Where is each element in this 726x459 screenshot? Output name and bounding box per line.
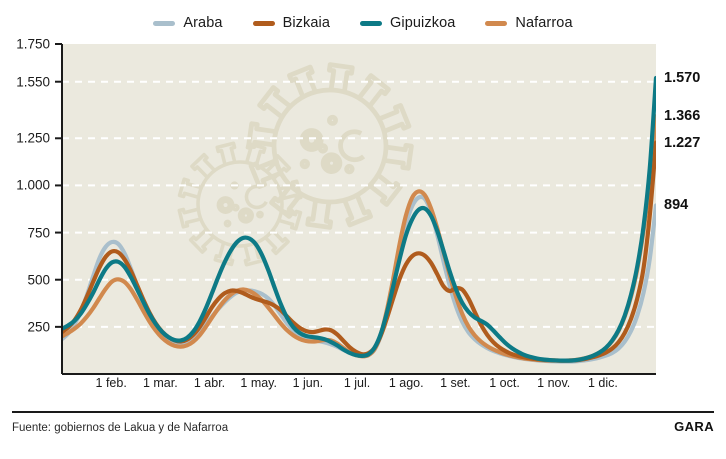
legend-item-nafarroa[interactable]: Nafarroa xyxy=(485,15,573,31)
legend-swatch-nafarroa xyxy=(485,20,508,26)
chart-plot-area: 1.750 1.550 1.250 1.000 750 500 250 1 feb. 1 ma… xyxy=(0,36,726,391)
legend-label-gipuizkoa: Gipuizkoa xyxy=(390,15,456,31)
gridlines xyxy=(62,80,656,328)
chart-footer: Fuente: gobiernos de Lakua y de Nafarroa… xyxy=(12,419,714,434)
legend-label-bizkaia: Bizkaia xyxy=(282,15,331,31)
brand-logo: GARA xyxy=(674,419,714,434)
x-tick-label: 1 jun. xyxy=(292,376,324,390)
legend-swatch-araba xyxy=(153,20,176,26)
y-tick-marks xyxy=(55,43,62,328)
end-value-label-nafarroa: 1.366 xyxy=(664,108,701,125)
y-tick-label: 1.000 xyxy=(16,177,50,193)
legend-swatch-bizkaia xyxy=(252,20,275,26)
x-tick-label: 1 abr. xyxy=(193,376,226,390)
legend-item-bizkaia[interactable]: Bizkaia xyxy=(252,15,331,31)
chart-legend: Araba Bizkaia Gipuizkoa Nafarroa xyxy=(0,10,726,36)
x-tick-label: 1 jul. xyxy=(343,376,371,390)
source-credit: Fuente: gobiernos de Lakua y de Nafarroa xyxy=(12,422,229,434)
end-value-label-bizkaia: 1.227 xyxy=(664,134,701,151)
y-tick-label: 500 xyxy=(27,272,50,288)
legend-swatch-gipuizkoa xyxy=(360,20,383,26)
series-lines xyxy=(62,75,656,364)
end-value-label-araba: 894 xyxy=(664,197,689,214)
y-tick-label: 1.750 xyxy=(16,36,50,52)
x-tick-label: 1 nov. xyxy=(537,376,571,390)
legend-label-araba: Araba xyxy=(183,15,223,31)
x-tick-label: 1 mar. xyxy=(142,376,178,390)
y-tick-label: 1.550 xyxy=(16,74,50,90)
y-tick-label: 250 xyxy=(27,319,50,335)
chart-canvas xyxy=(55,43,656,375)
legend-item-gipuizkoa[interactable]: Gipuizkoa xyxy=(360,15,455,31)
legend-item-araba[interactable]: Araba xyxy=(153,15,222,31)
end-value-label-gipuizkoa: 1.570 xyxy=(664,69,701,86)
y-tick-label: 750 xyxy=(27,225,50,241)
footer-divider xyxy=(12,411,714,413)
y-tick-label: 1.250 xyxy=(16,130,50,146)
virus-watermark xyxy=(177,62,414,267)
legend-label-nafarroa: Nafarroa xyxy=(515,15,573,31)
x-tick-label: 1 oct. xyxy=(489,376,520,390)
series-line-gipuizkoa xyxy=(62,75,656,363)
x-tick-label: 1 may. xyxy=(240,376,277,390)
x-tick-label: 1 set. xyxy=(440,376,471,390)
x-tick-label: 1 dic. xyxy=(587,376,618,390)
x-tick-label: 1 feb. xyxy=(95,376,127,390)
x-tick-label: 1 ago. xyxy=(388,376,424,390)
